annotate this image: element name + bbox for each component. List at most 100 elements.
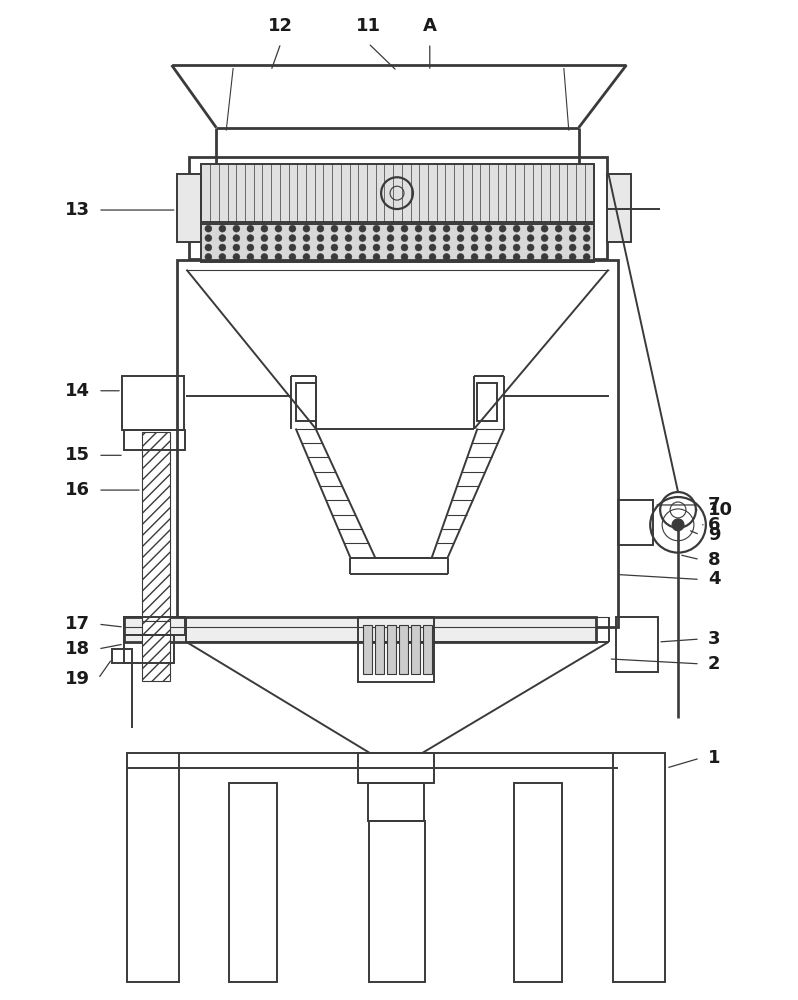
- Bar: [399, 625, 408, 674]
- Bar: [368, 783, 424, 821]
- Circle shape: [387, 225, 394, 232]
- Bar: [477, 383, 497, 421]
- Circle shape: [471, 244, 478, 251]
- Bar: [614, 753, 666, 982]
- Circle shape: [345, 235, 352, 242]
- Bar: [127, 753, 179, 982]
- Circle shape: [205, 244, 211, 251]
- Circle shape: [541, 244, 548, 251]
- Circle shape: [569, 253, 576, 260]
- Circle shape: [415, 244, 422, 251]
- Circle shape: [275, 225, 282, 232]
- Circle shape: [499, 244, 506, 251]
- Circle shape: [275, 253, 282, 260]
- Circle shape: [219, 235, 226, 242]
- Text: 15: 15: [65, 446, 90, 464]
- Circle shape: [429, 253, 436, 260]
- Text: 18: 18: [65, 640, 90, 658]
- Circle shape: [359, 225, 366, 232]
- Circle shape: [485, 244, 492, 251]
- Bar: [358, 617, 434, 682]
- Circle shape: [387, 253, 394, 260]
- Circle shape: [205, 253, 211, 260]
- Circle shape: [317, 225, 324, 232]
- Text: 14: 14: [65, 382, 90, 400]
- Circle shape: [583, 253, 590, 260]
- Circle shape: [261, 235, 268, 242]
- Bar: [387, 625, 396, 674]
- Bar: [606, 174, 631, 242]
- Circle shape: [345, 244, 352, 251]
- Circle shape: [555, 225, 562, 232]
- Circle shape: [387, 244, 394, 251]
- Circle shape: [345, 253, 352, 260]
- Bar: [112, 649, 132, 663]
- Circle shape: [457, 225, 464, 232]
- Circle shape: [303, 225, 310, 232]
- Circle shape: [457, 235, 464, 242]
- Circle shape: [289, 235, 296, 242]
- Circle shape: [247, 235, 254, 242]
- Circle shape: [527, 225, 534, 232]
- Bar: [189, 157, 606, 259]
- Text: 17: 17: [65, 615, 90, 633]
- Circle shape: [401, 235, 408, 242]
- Circle shape: [513, 244, 520, 251]
- Circle shape: [499, 225, 506, 232]
- Circle shape: [247, 244, 254, 251]
- Circle shape: [345, 225, 352, 232]
- Circle shape: [429, 235, 436, 242]
- Circle shape: [387, 235, 394, 242]
- Circle shape: [317, 253, 324, 260]
- Text: 10: 10: [708, 501, 733, 519]
- Circle shape: [569, 244, 576, 251]
- Circle shape: [443, 244, 450, 251]
- Circle shape: [317, 235, 324, 242]
- Circle shape: [541, 235, 548, 242]
- Circle shape: [247, 253, 254, 260]
- Circle shape: [443, 225, 450, 232]
- Bar: [411, 625, 420, 674]
- Text: 19: 19: [65, 670, 90, 688]
- Circle shape: [569, 225, 576, 232]
- Circle shape: [485, 253, 492, 260]
- Bar: [122, 376, 184, 430]
- Circle shape: [401, 253, 408, 260]
- Circle shape: [499, 235, 506, 242]
- Circle shape: [373, 253, 380, 260]
- Circle shape: [513, 225, 520, 232]
- Bar: [514, 783, 562, 982]
- Text: 13: 13: [65, 201, 90, 219]
- Text: 9: 9: [708, 526, 721, 544]
- Bar: [423, 625, 432, 674]
- Circle shape: [303, 244, 310, 251]
- Bar: [124, 635, 174, 663]
- Circle shape: [499, 253, 506, 260]
- Bar: [176, 174, 201, 242]
- Bar: [201, 164, 594, 222]
- Text: A: A: [423, 17, 437, 35]
- Circle shape: [373, 244, 380, 251]
- Circle shape: [233, 253, 240, 260]
- Circle shape: [219, 253, 226, 260]
- Bar: [358, 753, 434, 783]
- Circle shape: [331, 235, 338, 242]
- Bar: [369, 821, 425, 982]
- Circle shape: [457, 253, 464, 260]
- Text: 6: 6: [708, 516, 721, 534]
- Circle shape: [541, 253, 548, 260]
- Text: 12: 12: [268, 17, 294, 35]
- Circle shape: [541, 225, 548, 232]
- Circle shape: [443, 235, 450, 242]
- Circle shape: [303, 253, 310, 260]
- Circle shape: [401, 244, 408, 251]
- Circle shape: [289, 244, 296, 251]
- Circle shape: [317, 244, 324, 251]
- Circle shape: [555, 235, 562, 242]
- Text: 2: 2: [708, 655, 721, 673]
- Circle shape: [583, 244, 590, 251]
- Text: 7: 7: [708, 496, 721, 514]
- Circle shape: [429, 244, 436, 251]
- Circle shape: [233, 235, 240, 242]
- Bar: [375, 625, 384, 674]
